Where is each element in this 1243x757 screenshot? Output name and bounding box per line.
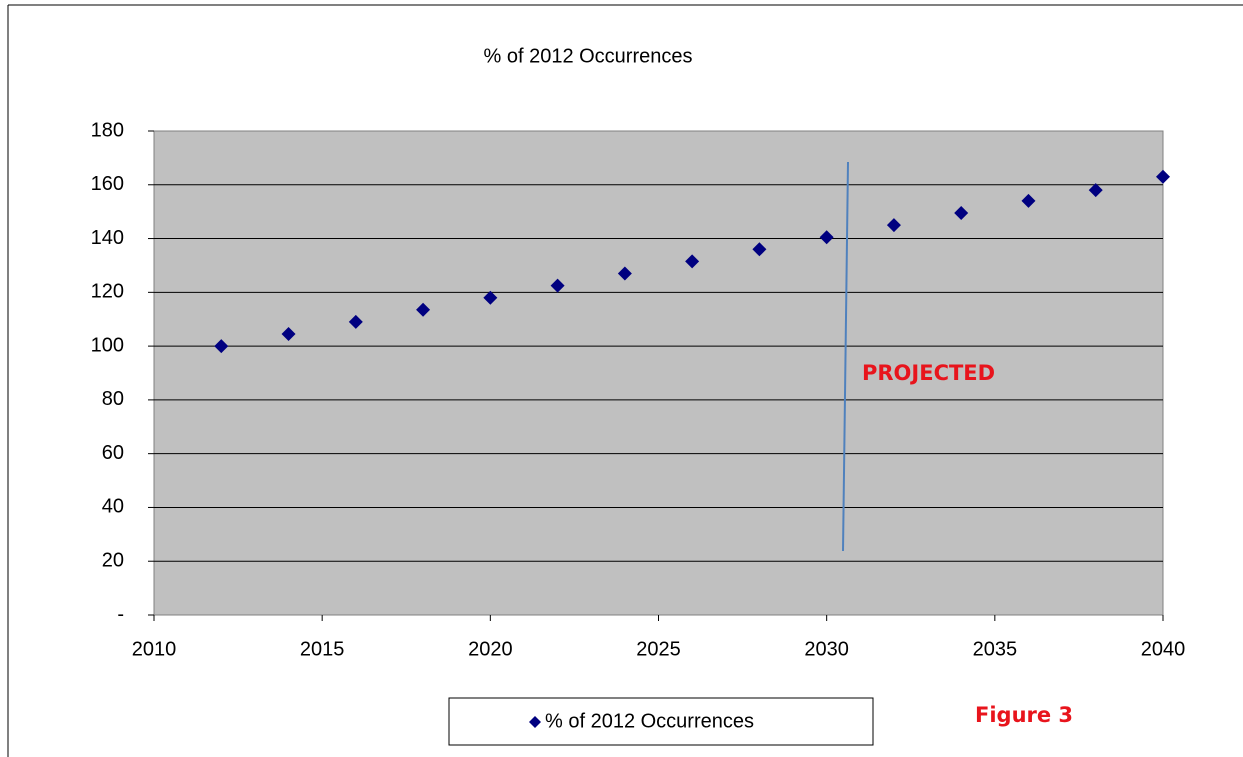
legend-box [448, 697, 874, 746]
x-tick-label: 2025 [636, 638, 681, 660]
figure-label: Figure 3 [975, 703, 1073, 727]
y-tick-label: 80 [102, 388, 124, 410]
data-point [416, 302, 431, 317]
data-point [348, 314, 363, 329]
x-tick-label: 2010 [132, 638, 177, 660]
data-point [214, 339, 229, 354]
data-point [550, 278, 565, 293]
y-tick-label: 160 [91, 173, 124, 195]
data-point [1021, 193, 1036, 208]
y-tick-label: 140 [91, 227, 124, 249]
y-tick-label: 20 [102, 550, 124, 572]
data-point [752, 242, 767, 257]
x-tick-label: 2030 [804, 638, 849, 660]
y-tick-label: 100 [91, 334, 124, 356]
y-tick-label: 40 [102, 496, 124, 518]
x-tick-label: 2040 [1141, 638, 1186, 660]
y-tick-label: 60 [102, 442, 124, 464]
x-tick-label: 2020 [468, 638, 513, 660]
data-point [1088, 183, 1103, 198]
y-tick-label: 180 [91, 119, 124, 141]
chart-title: % of 2012 Occurrences [484, 45, 693, 67]
x-tick-label: 2015 [300, 638, 345, 660]
data-point [886, 218, 901, 233]
projection-divider [842, 161, 849, 552]
y-tick-label: - [117, 603, 124, 625]
x-tick-label: 2035 [973, 638, 1018, 660]
y-tick-label: 120 [91, 281, 124, 303]
legend-marker [529, 716, 541, 728]
data-point [819, 230, 834, 245]
legend-label: % of 2012 Occurrences [545, 710, 754, 732]
data-point [483, 290, 498, 305]
annotation: PROJECTED [862, 361, 995, 385]
data-point [954, 206, 969, 221]
data-point [617, 266, 632, 281]
data-point [685, 254, 700, 269]
data-point [1156, 169, 1170, 184]
plot-area [153, 130, 1164, 616]
data-point [281, 327, 296, 342]
